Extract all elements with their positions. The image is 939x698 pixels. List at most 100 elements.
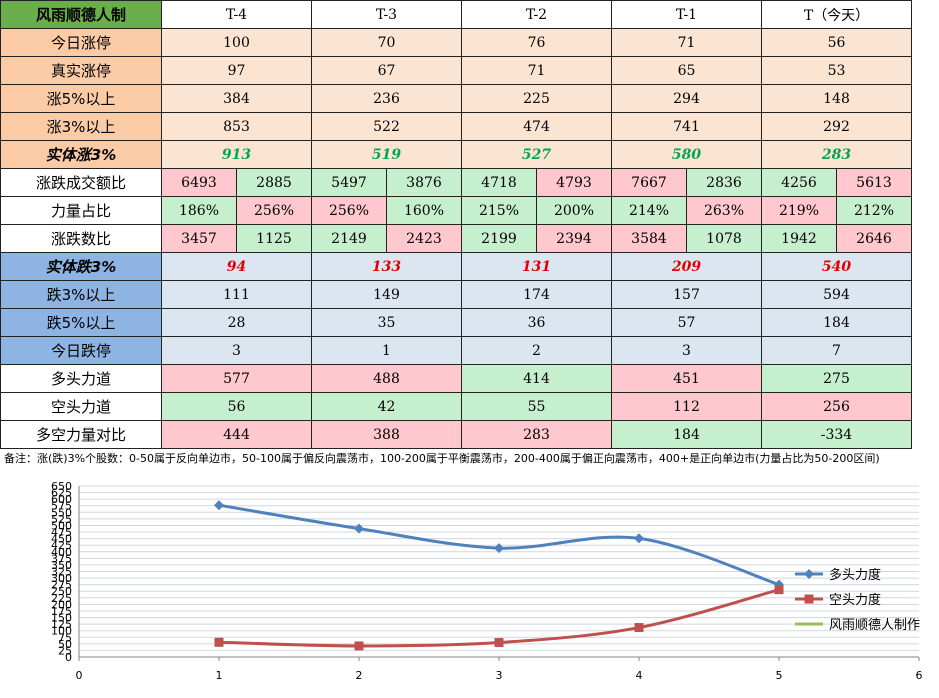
value-cell: 5497 <box>311 168 387 197</box>
value-cell: 263% <box>686 196 762 225</box>
x-tick-label: 6 <box>916 669 923 682</box>
value-cell: 7 <box>761 336 912 365</box>
data-point <box>494 543 504 554</box>
y-tick-label: 350 <box>51 559 72 572</box>
table-row: 涨跌数比 3457 1125 2149 2423 2199 2394 3584 1078 1942… <box>0 224 912 253</box>
value-cell: 1942 <box>761 224 837 253</box>
row-label: 跌3%以上 <box>0 280 162 309</box>
table-row: 空头力道 56 42 55 112 256 <box>0 392 912 421</box>
value-cell: 474 <box>461 112 612 141</box>
value-cell: 111 <box>161 280 312 309</box>
table-row: 跌5%以上 28 35 36 57 184 <box>0 308 912 337</box>
value-cell: 519 <box>311 140 462 169</box>
value-cell: 56 <box>161 392 312 421</box>
y-tick-label: 250 <box>51 585 72 598</box>
value-cell: 2394 <box>536 224 612 253</box>
value-cell: 71 <box>611 28 762 57</box>
data-point <box>354 641 364 651</box>
value-cell: 214% <box>611 196 687 225</box>
value-cell: 219% <box>761 196 837 225</box>
value-cell: 42 <box>311 392 462 421</box>
y-tick-label: 400 <box>51 546 72 559</box>
value-cell: 2885 <box>236 168 312 197</box>
value-cell: 2423 <box>386 224 462 253</box>
value-cell: 35 <box>311 308 462 337</box>
y-tick-label: 175 <box>51 605 72 618</box>
value-cell: 212% <box>836 196 912 225</box>
y-tick-label: 50 <box>58 638 72 651</box>
x-tick-label: 4 <box>636 669 643 682</box>
value-cell: 384 <box>161 84 312 113</box>
value-cell: 3584 <box>611 224 687 253</box>
value-cell: 7667 <box>611 168 687 197</box>
y-tick-label: 625 <box>51 487 72 500</box>
y-tick-label: 650 <box>51 480 72 493</box>
row-label: 空头力道 <box>0 392 162 421</box>
value-cell: 100 <box>161 28 312 57</box>
row-label: 多空力量对比 <box>0 420 162 449</box>
data-point <box>354 523 364 534</box>
value-cell: 853 <box>161 112 312 141</box>
row-label: 今日跌停 <box>0 336 162 365</box>
force-line-chart: 0255075100125150175200225250275300325350… <box>51 480 923 682</box>
value-cell: 56 <box>761 28 912 57</box>
row-label: 实体涨3% <box>0 140 162 169</box>
value-cell: 70 <box>311 28 462 57</box>
table-row: 涨3%以上 853 522 474 741 292 <box>0 112 912 141</box>
data-point <box>494 638 504 648</box>
value-cell: 451 <box>611 364 762 393</box>
value-cell: 1078 <box>686 224 762 253</box>
column-header: T-4 <box>161 0 312 29</box>
value-cell: 3 <box>611 336 762 365</box>
y-tick-label: 500 <box>51 519 72 532</box>
value-cell: 3876 <box>386 168 462 197</box>
value-cell: 215% <box>461 196 537 225</box>
value-cell: 5613 <box>836 168 912 197</box>
y-tick-label: 475 <box>51 526 72 539</box>
value-cell: 157 <box>611 280 762 309</box>
value-cell: 294 <box>611 84 762 113</box>
value-cell: 65 <box>611 56 762 85</box>
value-cell: 200% <box>536 196 612 225</box>
value-cell: 6493 <box>161 168 237 197</box>
table-row: 今日涨停 100 70 76 71 56 <box>0 28 912 57</box>
value-cell: 414 <box>461 364 612 393</box>
table-row: 跌3%以上 111 149 174 157 594 <box>0 280 912 309</box>
market-breadth-table: 风雨顺德人制 T-4 T-3 T-2 T-1 T（今天） 今日涨停 100 70 76 71 56 真实… <box>0 0 912 449</box>
value-cell: 275 <box>761 364 912 393</box>
value-cell: 540 <box>761 252 912 281</box>
y-tick-label: 275 <box>51 579 72 592</box>
y-tick-label: 300 <box>51 572 72 585</box>
row-label: 真实涨停 <box>0 56 162 85</box>
row-label: 多头力道 <box>0 364 162 393</box>
value-cell: 256 <box>761 392 912 421</box>
value-cell: 256% <box>236 196 312 225</box>
y-tick-label: 600 <box>51 493 72 506</box>
column-header: T-2 <box>461 0 612 29</box>
value-cell: 225 <box>461 84 612 113</box>
value-cell: -334 <box>761 420 912 449</box>
y-tick-label: 200 <box>51 598 72 611</box>
value-cell: 594 <box>761 280 912 309</box>
value-cell: 160% <box>386 196 462 225</box>
y-tick-label: 0 <box>65 651 72 664</box>
value-cell: 236 <box>311 84 462 113</box>
value-cell: 488 <box>311 364 462 393</box>
value-cell: 292 <box>761 112 912 141</box>
y-tick-label: 225 <box>51 592 72 605</box>
value-cell: 36 <box>461 308 612 337</box>
row-label: 涨5%以上 <box>0 84 162 113</box>
value-cell: 2836 <box>686 168 762 197</box>
y-tick-label: 525 <box>51 513 72 526</box>
table-title: 风雨顺德人制 <box>0 0 162 29</box>
footnote: 备注：涨(跌)3%个股数：0-50属于反向单边市，50-100属于偏反向震荡市，… <box>4 452 880 465</box>
row-label: 实体跌3% <box>0 252 162 281</box>
value-cell: 184 <box>611 420 762 449</box>
x-tick-label: 0 <box>76 669 83 682</box>
value-cell: 209 <box>611 252 762 281</box>
x-tick-label: 2 <box>356 669 363 682</box>
x-tick-label: 1 <box>216 669 223 682</box>
value-cell: 112 <box>611 392 762 421</box>
value-cell: 577 <box>161 364 312 393</box>
y-tick-label: 125 <box>51 618 72 631</box>
